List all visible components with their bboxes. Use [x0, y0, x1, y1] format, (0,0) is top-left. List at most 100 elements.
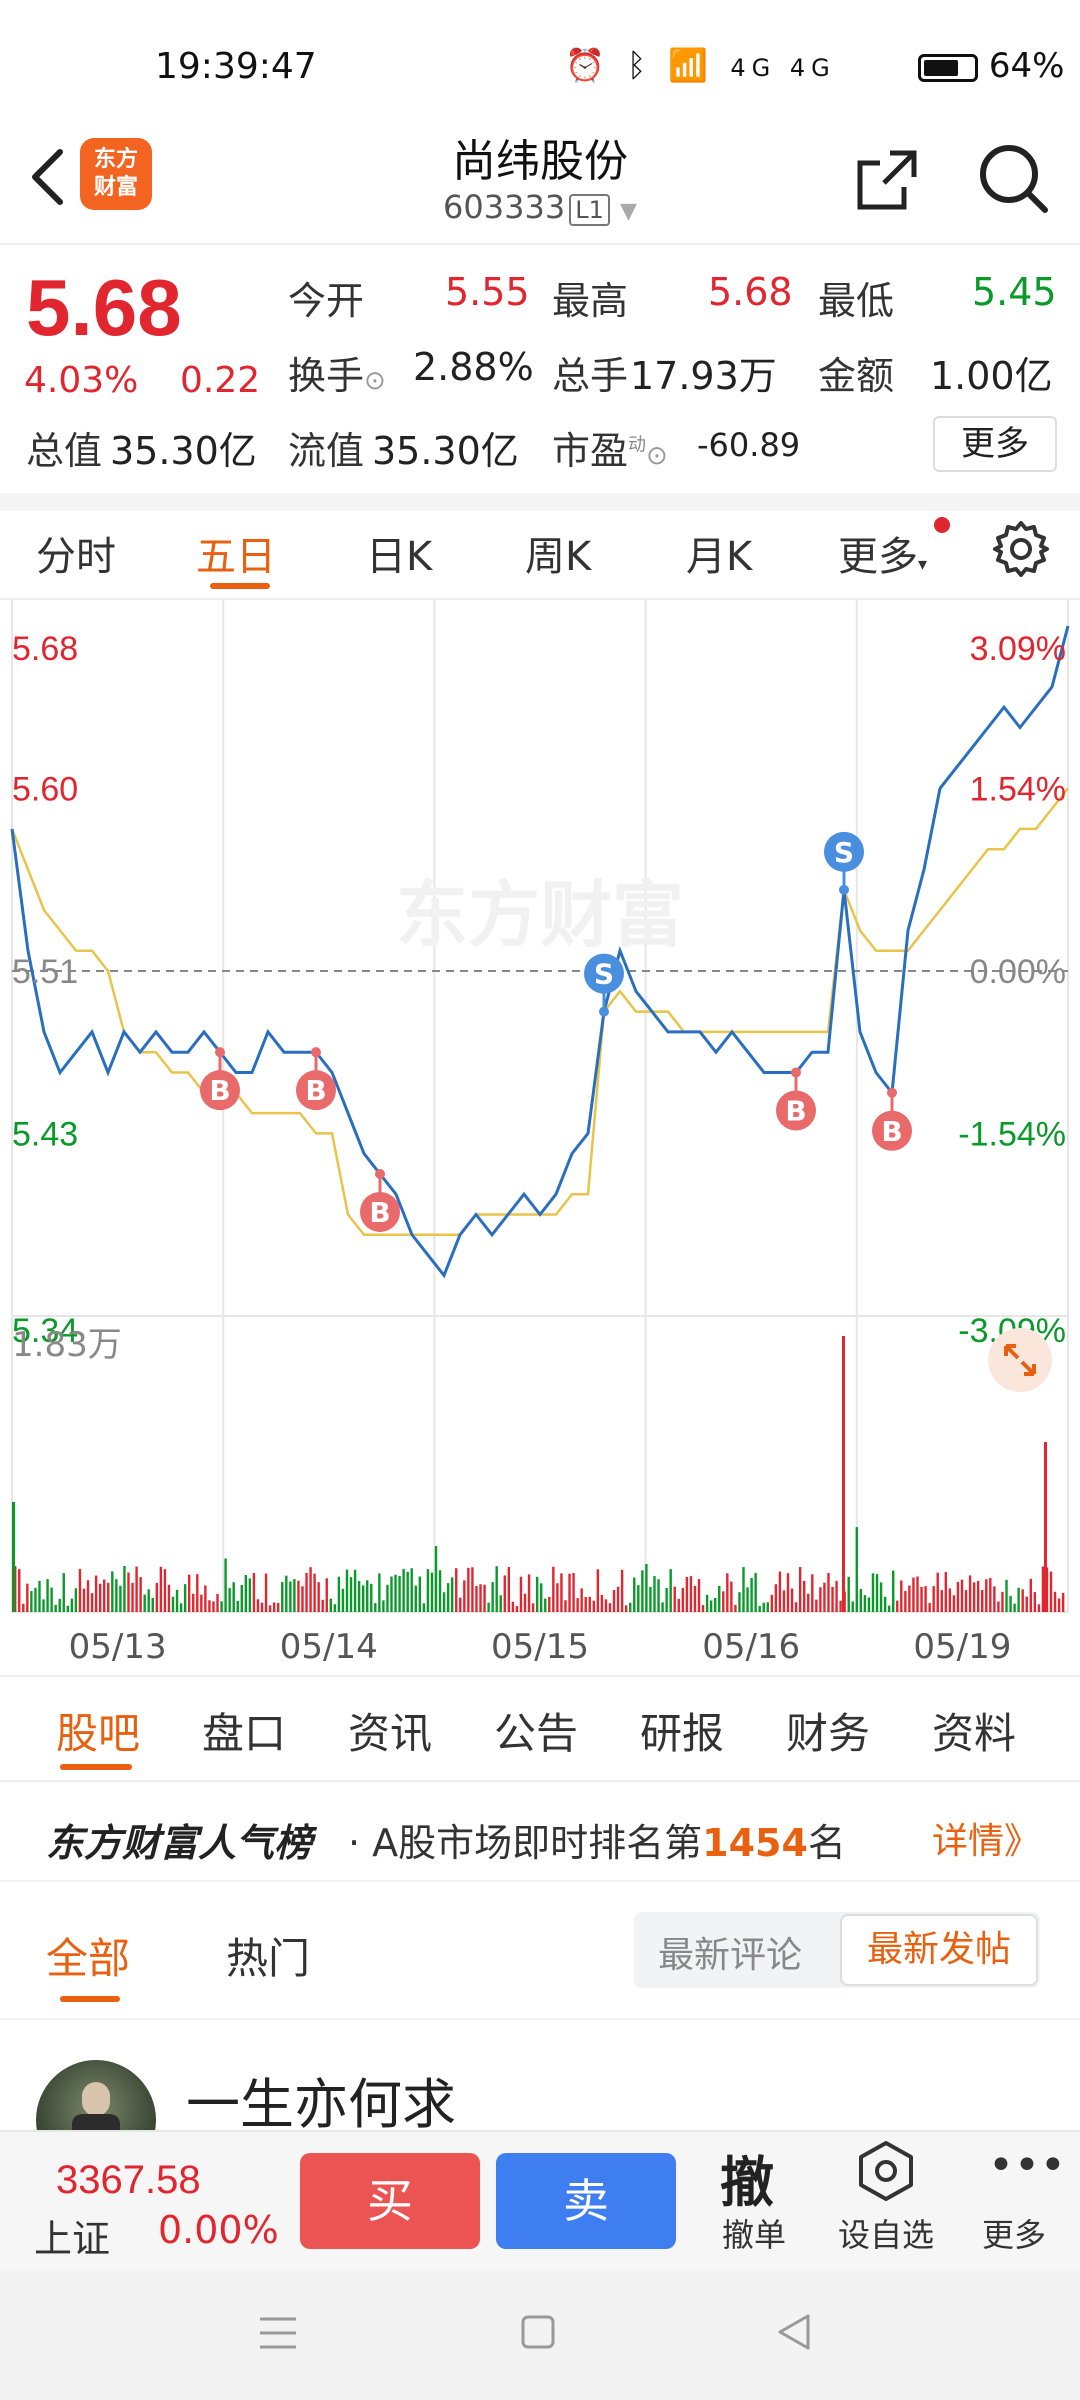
- system-back-icon[interactable]: [776, 2312, 812, 2352]
- volume-bar: [819, 1587, 822, 1612]
- tab-guba[interactable]: 股吧: [56, 1709, 141, 1758]
- sort-latest-post[interactable]: 最新发帖: [840, 1914, 1038, 1986]
- volume-bar: [633, 1577, 636, 1612]
- volume-bar: [119, 1585, 122, 1612]
- tab-daily-k[interactable]: 日K: [366, 534, 433, 580]
- volume-bar: [786, 1573, 790, 1612]
- volume-bar: [378, 1573, 381, 1612]
- cancel-order-icon[interactable]: 撤: [720, 2151, 774, 2214]
- marker-label: B: [209, 1074, 230, 1107]
- add-watchlist-icon[interactable]: [856, 2140, 916, 2202]
- volume-bar: [471, 1567, 474, 1612]
- y-tick-right: -1.54%: [958, 1115, 1066, 1153]
- tab-hot[interactable]: 热门: [226, 1934, 311, 1983]
- tab-pankou[interactable]: 盘口: [202, 1709, 287, 1758]
- back-arrow-icon[interactable]: [20, 142, 80, 212]
- volume-bar: [446, 1583, 450, 1612]
- buy-button[interactable]: 买: [300, 2153, 480, 2249]
- volume-value: 17.93万: [630, 354, 777, 398]
- tab-five-day[interactable]: 五日: [196, 534, 276, 580]
- volume-bar: [361, 1585, 365, 1612]
- ranking-detail-link[interactable]: 详情》: [932, 1821, 1041, 1862]
- search-icon[interactable]: [975, 140, 1051, 216]
- volume-bar: [301, 1586, 304, 1612]
- logo-line1: 东方: [93, 147, 138, 172]
- tabs-divider: [0, 598, 1080, 600]
- volume-bar: [803, 1580, 806, 1612]
- popularity-brand: 东方财富人气榜: [46, 1821, 313, 1865]
- quote-more-button[interactable]: 更多: [933, 416, 1057, 472]
- index-value[interactable]: 3367.58: [56, 2158, 201, 2202]
- system-nav-bar: [0, 2270, 1080, 2400]
- post-author-name[interactable]: 一生亦何求: [186, 2073, 456, 2136]
- volume-bar: [896, 1600, 899, 1612]
- info-icon[interactable]: ⊙: [646, 441, 668, 471]
- volume-bar: [823, 1582, 826, 1612]
- volume-bar: [535, 1576, 539, 1612]
- index-name[interactable]: 上证: [34, 2217, 111, 2261]
- volume-bar: [151, 1597, 154, 1612]
- volume-bar: [111, 1571, 114, 1612]
- sort-latest-comment[interactable]: 最新评论: [658, 1935, 803, 1976]
- volume-bar: [321, 1599, 324, 1612]
- tab-more[interactable]: 更多▾: [838, 534, 928, 580]
- volume-bar: [42, 1599, 45, 1612]
- volume-bar: [30, 1591, 33, 1612]
- volume-bar: [192, 1593, 195, 1612]
- volume-bar: [1029, 1578, 1032, 1612]
- tab-announcements[interactable]: 公告: [494, 1709, 579, 1758]
- gear-icon[interactable]: [990, 518, 1052, 580]
- share-icon[interactable]: [852, 145, 922, 215]
- volume-bar: [277, 1602, 280, 1612]
- volume-bar: [544, 1598, 547, 1612]
- volume-bar: [123, 1566, 126, 1612]
- tab-research[interactable]: 研报: [640, 1709, 725, 1758]
- info-icon[interactable]: ⊙: [364, 366, 386, 396]
- five-day-chart[interactable]: 东方财富 B B B S B S B 5.68 5.60 5.51 5.43 5.34 3.09% 1…: [0, 600, 1080, 1670]
- volume-bar: [645, 1563, 648, 1612]
- y-tick-left: 5.34: [12, 1312, 78, 1350]
- add-watchlist-label[interactable]: 设自选: [838, 2216, 935, 2254]
- volume-bar: [256, 1599, 260, 1612]
- home-icon[interactable]: [520, 2314, 556, 2350]
- tab-news[interactable]: 资讯: [348, 1709, 433, 1758]
- tab-monthly-k[interactable]: 月K: [686, 534, 753, 580]
- volume-max-label: 1.83万: [12, 1325, 122, 1365]
- volume-bar: [18, 1569, 21, 1612]
- volume-bar: [774, 1584, 778, 1612]
- tab-profile[interactable]: 资料: [932, 1709, 1017, 1758]
- volume-bars: [12, 1336, 1065, 1612]
- bluetooth-icon: ᛒ: [627, 46, 653, 84]
- mcap-value: 35.30亿: [110, 429, 257, 473]
- volume-bar: [70, 1598, 74, 1612]
- stock-code-row[interactable]: 603333 L1 ▼: [340, 188, 740, 226]
- volume-bar: [641, 1570, 644, 1612]
- recent-apps-icon[interactable]: [258, 2315, 298, 2351]
- tab-weekly-k[interactable]: 周K: [525, 534, 592, 580]
- volume-bar: [705, 1594, 709, 1612]
- x-tick: 05/15: [491, 1627, 589, 1667]
- sell-button[interactable]: 卖: [496, 2153, 676, 2249]
- tab-intraday[interactable]: 分时: [36, 534, 116, 580]
- sub-tab-indicator: [60, 1996, 120, 2002]
- eastmoney-logo[interactable]: 东方 财富: [80, 138, 152, 210]
- volume-bar: [236, 1600, 239, 1612]
- volume-bar: [216, 1593, 219, 1612]
- volume-bar: [681, 1587, 685, 1612]
- tab-all[interactable]: 全部: [46, 1934, 131, 1983]
- more-dots-icon[interactable]: •••: [988, 2140, 1066, 2191]
- volume-bar: [904, 1591, 907, 1612]
- cancel-order-label[interactable]: 撤单: [722, 2216, 787, 2254]
- volume-bar: [46, 1579, 49, 1612]
- volume-bar: [1061, 1592, 1065, 1612]
- tab-finance[interactable]: 财务: [786, 1709, 871, 1758]
- low-label: 最低: [818, 279, 895, 323]
- volume-bar: [131, 1582, 134, 1612]
- index-percent[interactable]: 0.00%: [158, 2208, 279, 2252]
- volume-bar: [722, 1591, 725, 1612]
- volume-bar: [463, 1580, 466, 1612]
- volume-bar: [475, 1585, 478, 1612]
- volume-bar: [928, 1603, 931, 1612]
- more-label[interactable]: 更多: [982, 2216, 1047, 2254]
- volume-bar: [592, 1600, 595, 1612]
